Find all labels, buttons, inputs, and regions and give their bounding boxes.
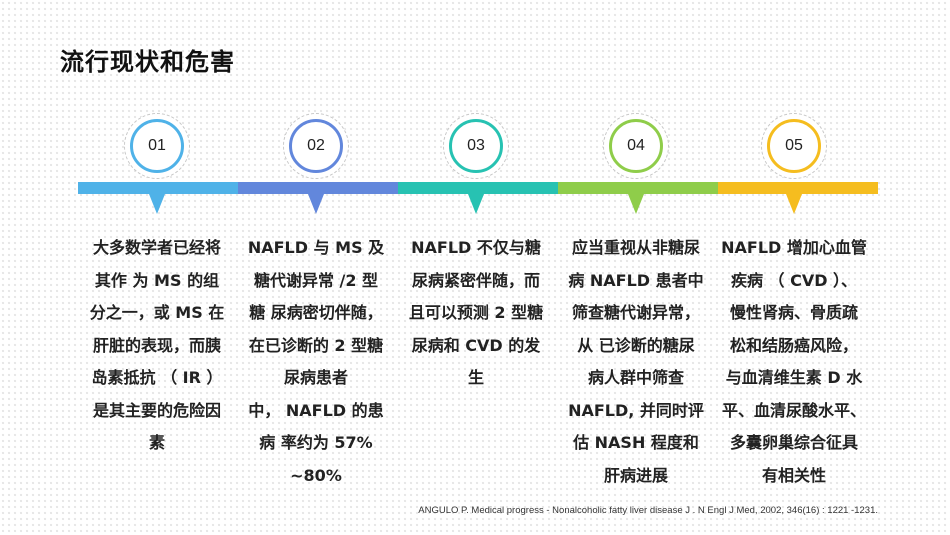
step-number-01: 01 (130, 119, 184, 173)
step-02-line: 中， NAFLD 的患 (248, 400, 384, 420)
step-05-line: 平、血清尿酸水平、 (721, 400, 866, 420)
step-02-line: ~80% (290, 465, 342, 485)
step-05-line: 多囊卵巢综合征具 (729, 433, 858, 452)
timeline-segment-05 (718, 182, 878, 194)
step-03-line: 且可以预测 2 型糖 (408, 303, 544, 322)
step-circle-01: 01 (124, 113, 190, 179)
step-04-line: 肝病进展 (603, 465, 668, 485)
step-04-line: 病 NAFLD 患者中 (568, 270, 704, 290)
step-01-line: 肝脏的表现，而胰 (92, 335, 221, 355)
step-description-03: NAFLD 不仅与糖 尿病紧密伴随，而 且可以预测 2 型糖 尿病和 CVD 的… (400, 232, 552, 395)
step-01-line: 其作 为 MS 的组 (94, 270, 220, 290)
step-05-line: 疾病 （ CVD ）、 (730, 270, 858, 290)
step-03-line: NAFLD 不仅与糖 (411, 238, 541, 257)
step-02-line: 在已诊断的 2 型糖 (248, 335, 384, 355)
step-circle-05: 05 (761, 113, 827, 179)
step-04-line: 应当重视从非糖尿 (571, 238, 700, 257)
step-04-line: 从 已诊断的糖尿 (577, 335, 695, 355)
timeline-segment-04 (558, 182, 718, 194)
step-01-line: 大多数学者已经将 (92, 238, 221, 257)
step-number-02: 02 (289, 119, 343, 173)
step-04-line: 病人群中筛查 (587, 368, 684, 387)
step-number-05: 05 (767, 119, 821, 173)
slide-title: 流行现状和危害 (60, 48, 235, 76)
step-05-line: NAFLD 增加心血管 (721, 238, 867, 257)
step-number-04: 04 (609, 119, 663, 173)
step-01-line: 分之一，或 MS 在 (89, 303, 225, 322)
step-03-line: 生 (467, 368, 484, 387)
pointer-05 (786, 194, 802, 214)
step-description-05: NAFLD 增加心血管 疾病 （ CVD ）、 慢性肾病、骨质疏 松和结肠癌风险… (718, 232, 870, 492)
step-03-line: 尿病和 CVD 的发 (411, 335, 541, 355)
step-05-line: 松和结肠癌风险， (729, 335, 858, 355)
timeline-segment-02 (238, 182, 398, 194)
step-02-line: 病 率约为 57% (259, 433, 373, 452)
step-04-line: 筛查糖代谢异常， (571, 303, 700, 322)
step-01-line: 岛素抵抗 （ IR ） (91, 368, 223, 387)
step-number-03: 03 (449, 119, 503, 173)
timeline-bar (78, 182, 878, 194)
step-description-04: 应当重视从非糖尿 病 NAFLD 患者中 筛查糖代谢异常， 从 已诊断的糖尿 病… (560, 232, 712, 492)
step-01-line: 是其主要的危险因 (92, 400, 221, 420)
step-04-line: 估 NASH 程度和 (573, 433, 699, 452)
step-05-line: 慢性肾病、骨质疏 (729, 303, 858, 322)
step-02-line: 糖代谢异常 /2 型 (253, 270, 379, 290)
step-description-01: 大多数学者已经将 其作 为 MS 的组 分之一，或 MS 在 肝脏的表现，而胰 … (81, 232, 233, 460)
pointer-03 (468, 194, 484, 214)
step-02-line: 糖 尿病密切伴随， (249, 303, 383, 322)
step-01-line: 素 (148, 433, 165, 452)
step-02-line: 尿病患者 (283, 368, 348, 387)
timeline-segment-01 (78, 182, 238, 194)
citation-reference: ANGULO P. Medical progress - Nonalcoholi… (418, 505, 878, 516)
timeline-segment-03 (398, 182, 558, 194)
step-05-line: 有相关性 (761, 465, 826, 485)
pointer-02 (308, 194, 324, 214)
pointer-04 (628, 194, 644, 214)
step-02-line: NAFLD 与 MS 及 (247, 238, 385, 257)
pointer-01 (149, 194, 165, 214)
step-circle-02: 02 (283, 113, 349, 179)
step-04-line: NAFLD, 并同时评 (568, 400, 704, 420)
step-circle-04: 04 (603, 113, 669, 179)
step-description-02: NAFLD 与 MS 及 糖代谢异常 /2 型 糖 尿病密切伴随， 在已诊断的 … (240, 232, 392, 492)
step-circle-03: 03 (443, 113, 509, 179)
step-03-line: 尿病紧密伴随，而 (411, 270, 540, 290)
step-05-line: 与血清维生素 D 水 (725, 368, 863, 387)
